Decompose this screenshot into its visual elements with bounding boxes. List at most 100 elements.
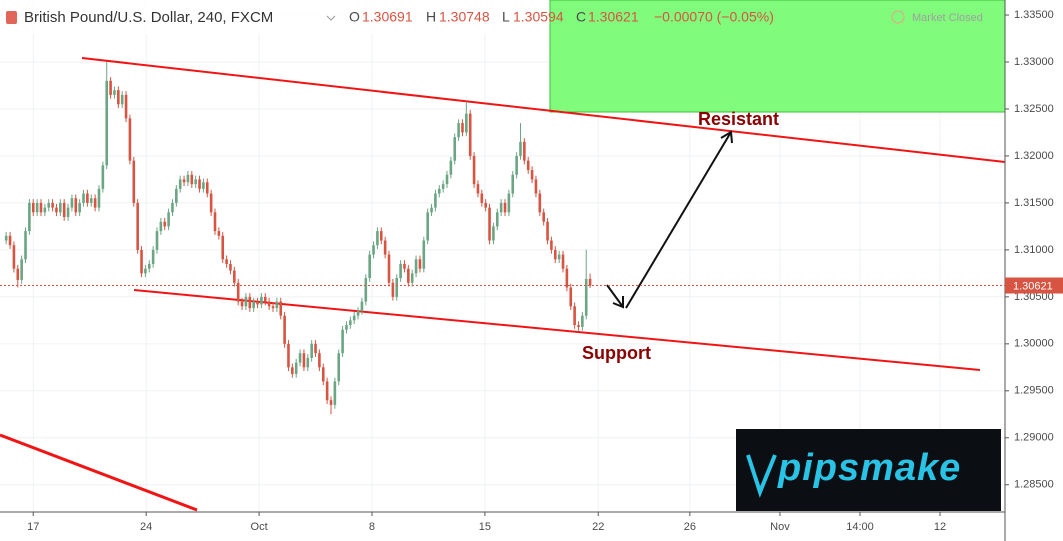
watermark: pipsmake [777, 447, 961, 489]
candle-body [345, 325, 348, 330]
candle-body [109, 80, 112, 95]
ohlc-value: 1.30691 [362, 9, 413, 25]
candle-body [588, 278, 592, 286]
y-tick-label: 1.31000 [1014, 244, 1054, 256]
resistance-line [81, 57, 1006, 163]
candle-body [20, 259, 23, 280]
candle-body [302, 353, 306, 368]
candle-body [105, 80, 109, 166]
candle-body [128, 118, 132, 161]
candle-body [391, 282, 395, 297]
candle-body [407, 268, 410, 283]
candle-body [534, 179, 538, 194]
y-tick-label: 1.33000 [1014, 56, 1054, 68]
candle-body [287, 343, 290, 368]
ohlc-label: H [426, 9, 436, 25]
x-tick-label: 24 [140, 521, 152, 533]
candle-body [86, 193, 89, 203]
candle-body [62, 202, 66, 218]
candle-body [410, 273, 414, 283]
arrows [606, 130, 733, 309]
candle-body [511, 174, 515, 194]
candle-body [221, 235, 225, 260]
x-tick-label: 8 [369, 521, 375, 533]
candle-body [117, 90, 120, 105]
candle-body [225, 259, 228, 264]
candle-body [263, 296, 267, 302]
candle-body [39, 202, 43, 213]
candle-body [113, 90, 116, 95]
candle-body [449, 160, 453, 175]
candle-body [151, 249, 155, 264]
candle-body [93, 198, 97, 208]
candle-body [298, 353, 302, 363]
candle-body [252, 301, 255, 309]
candle-body [132, 160, 136, 203]
candle-body [422, 240, 426, 269]
candle-body [310, 343, 313, 358]
candle-body [194, 179, 197, 185]
candle-body [395, 278, 399, 297]
candle-body [519, 141, 522, 156]
candle-body [205, 182, 209, 194]
candle-body [329, 400, 333, 405]
last-price-box [1005, 277, 1063, 294]
candle-body [368, 254, 371, 279]
candle-body [101, 165, 105, 189]
candle-body [403, 263, 406, 269]
candle-body [175, 188, 178, 203]
candle-body [202, 182, 205, 189]
candle-body [577, 325, 580, 327]
market-status: Market Closed [912, 12, 983, 24]
candle-body [159, 221, 163, 232]
candle-body [468, 113, 472, 156]
candle-body [553, 249, 557, 260]
candle-body [182, 179, 186, 183]
candle-body [260, 296, 263, 305]
arrow-up [625, 131, 732, 309]
candle-body [414, 259, 418, 274]
candle-body [565, 268, 569, 288]
candle-body [213, 212, 217, 232]
candle-body [546, 221, 549, 241]
x-tick-label: Oct [251, 521, 268, 533]
x-tick-label: 15 [479, 521, 491, 533]
candle-body [523, 141, 526, 161]
trend-line [0, 433, 198, 512]
candle-body [434, 193, 437, 208]
candle-body [209, 193, 213, 213]
candle-body [294, 362, 298, 374]
candle-body [379, 231, 383, 241]
y-tick-label: 1.30000 [1014, 338, 1054, 350]
candle-body [244, 296, 248, 307]
ohlc-value: 1.30748 [439, 9, 490, 25]
candle-body [495, 212, 499, 227]
y-tick-label: 1.29500 [1014, 385, 1054, 397]
candle-body [155, 231, 159, 250]
candle-body [573, 306, 576, 326]
candle-body [484, 202, 487, 208]
candle-body [461, 123, 464, 133]
candle-body [55, 207, 58, 213]
x-tick-label: 14:00 [846, 521, 874, 533]
candle-body [430, 207, 433, 213]
watermark-logo [746, 454, 777, 498]
candle-body [364, 278, 368, 302]
candle-body [51, 202, 54, 208]
dropdown[interactable] [326, 15, 336, 21]
candle-body [457, 123, 460, 138]
x-tick-label: 12 [934, 521, 946, 533]
candle-body [465, 113, 468, 133]
watermark-bg [736, 429, 1001, 511]
arrow-down [606, 284, 624, 308]
candle-body [8, 235, 12, 246]
candle-body [147, 263, 151, 269]
candle-body [74, 198, 78, 213]
candle-body [291, 367, 294, 374]
y-tick-label: 1.32500 [1014, 103, 1054, 115]
candle-body [89, 198, 93, 203]
candle-body [171, 202, 174, 213]
candle-body [318, 353, 321, 368]
candle-body [82, 193, 85, 203]
candle-body [229, 263, 232, 271]
